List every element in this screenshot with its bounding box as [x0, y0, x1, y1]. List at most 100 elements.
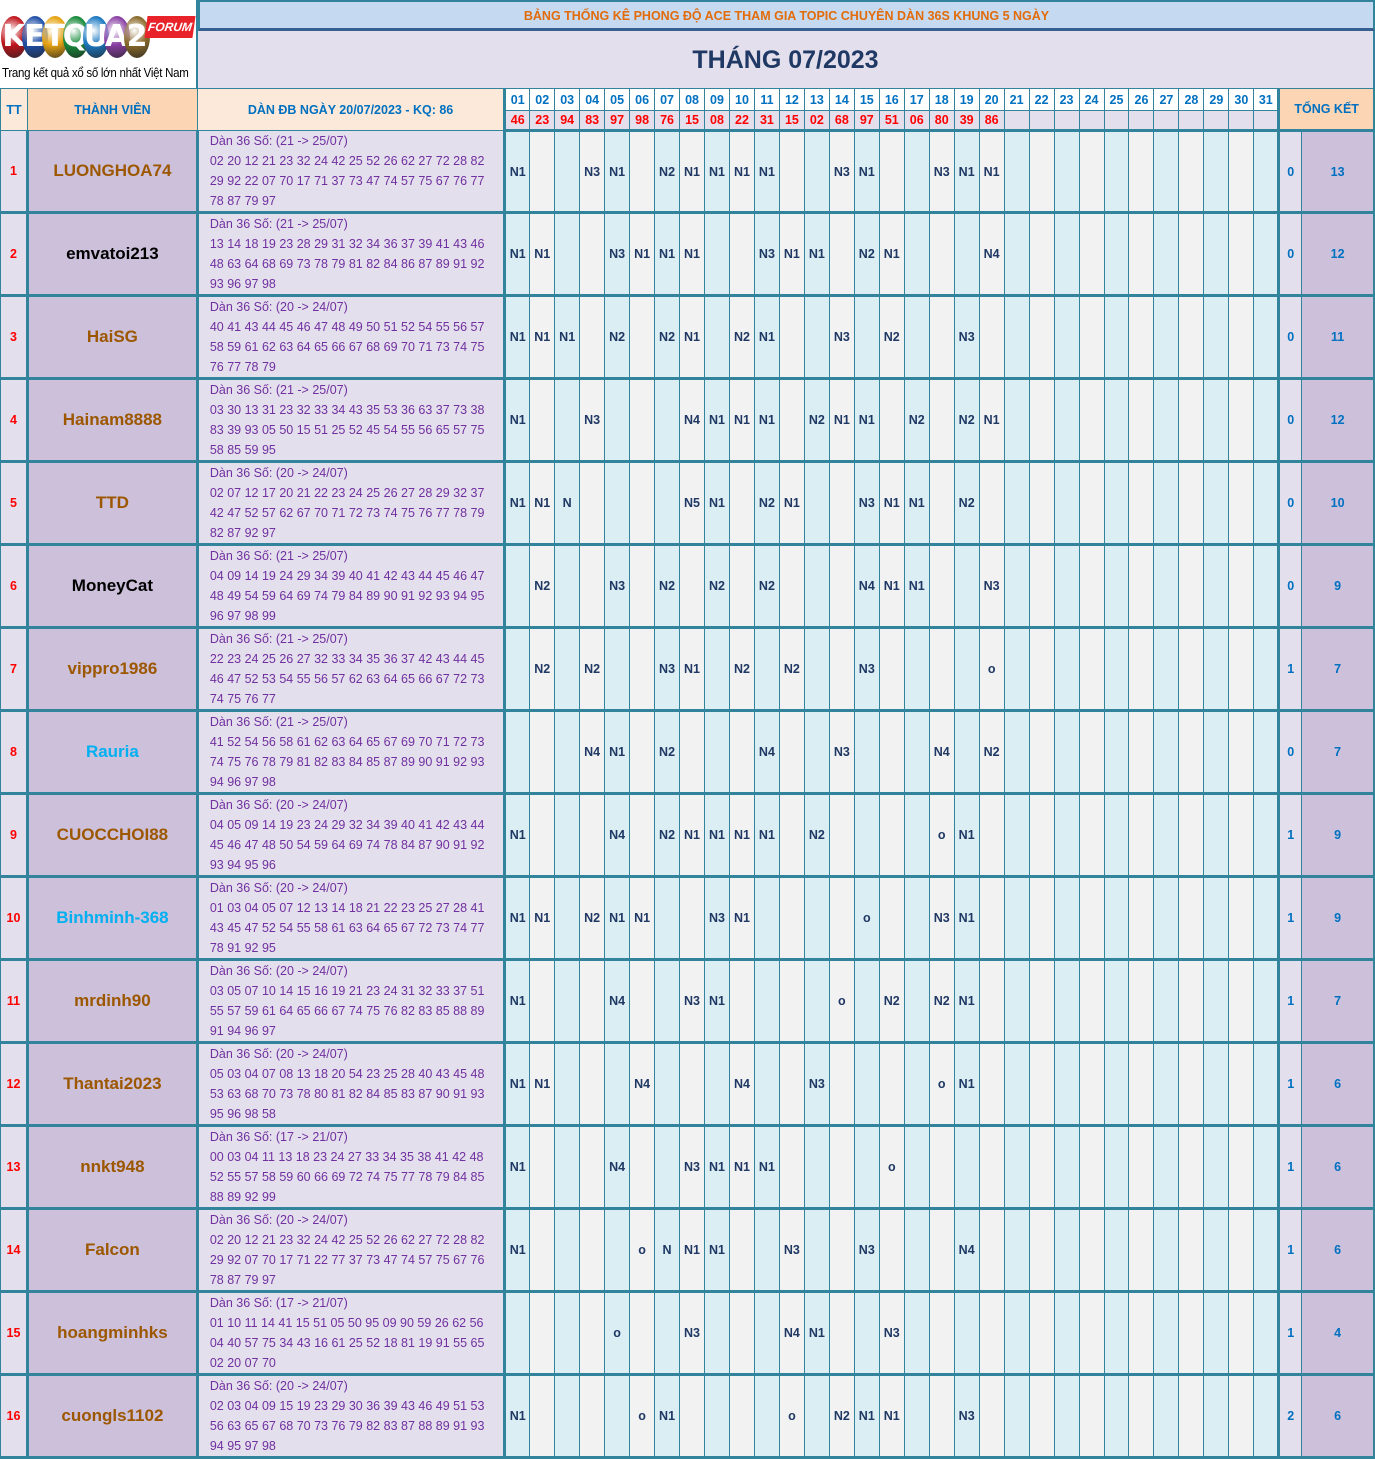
day-mark	[953, 212, 980, 297]
day-mark: N2	[953, 378, 980, 463]
day-mark	[803, 295, 830, 380]
dan-range: Dàn 36 Số: (20 -> 24/07)	[209, 1047, 348, 1061]
day-mark: o	[778, 1374, 805, 1459]
day-mark: o	[629, 1374, 656, 1459]
day-mark	[629, 461, 656, 546]
day-mark: N1	[529, 212, 556, 297]
day-mark	[1178, 710, 1205, 795]
day-mark	[1103, 876, 1130, 961]
stats-table: TT THÀNH VIÊN DÀN ĐB NGÀY 20/07/2023 - KQ:…	[0, 88, 1375, 1459]
day-mark	[1103, 461, 1130, 546]
day-mark	[579, 793, 606, 878]
day-mark: N1	[629, 212, 656, 297]
day-mark	[1203, 1125, 1230, 1210]
day-mark	[728, 461, 755, 546]
day-result	[1028, 110, 1055, 132]
day-result: 39	[953, 110, 980, 132]
day-mark: N2	[654, 710, 681, 795]
member-name[interactable]: cuongls1102	[26, 1374, 199, 1459]
day-mark	[728, 710, 755, 795]
member-name[interactable]: emvatoi213	[26, 212, 199, 297]
day-header: 20	[978, 88, 1005, 111]
day-mark	[1153, 212, 1180, 297]
day-mark	[554, 793, 581, 878]
day-mark: N4	[853, 544, 880, 629]
row-number: 5	[0, 461, 29, 546]
day-mark	[778, 1042, 805, 1127]
header-member: THÀNH VIÊN	[26, 88, 198, 131]
day-result: 97	[604, 110, 631, 132]
day-header: 17	[903, 88, 930, 111]
table-row: 7 vippro1986 Dàn 36 Số: (21 -> 25/07) 22 23…	[0, 627, 1375, 712]
month-title: THÁNG 07/2023	[198, 31, 1375, 88]
day-mark	[1028, 295, 1055, 380]
dan-range: Dàn 36 Số: (20 -> 24/07)	[209, 300, 348, 314]
day-mark	[654, 461, 681, 546]
miss-count: 2	[1277, 1374, 1303, 1459]
day-mark	[828, 876, 855, 961]
day-mark: N1	[803, 1291, 830, 1376]
dan-numbers-cell: Dàn 36 Số: (21 -> 25/07) 03 30 13 31 23 3…	[196, 378, 507, 463]
miss-count: 1	[1277, 793, 1303, 878]
day-mark	[1128, 959, 1155, 1044]
day-mark: N1	[878, 212, 905, 297]
member-name[interactable]: Rauria	[26, 710, 199, 795]
day-result: 06	[903, 110, 930, 132]
row-number: 9	[0, 793, 29, 878]
day-header: 19	[953, 88, 980, 111]
day-mark: N1	[604, 130, 631, 214]
member-name[interactable]: Thantai2023	[26, 1042, 199, 1127]
day-mark	[554, 959, 581, 1044]
member-name[interactable]: Hainam8888	[26, 378, 199, 463]
day-header: 27	[1153, 88, 1180, 111]
member-name[interactable]: LUONGHOA74	[26, 130, 199, 214]
member-name[interactable]: CUOCCHOI88	[26, 793, 199, 878]
member-name[interactable]: Binhminh-368	[26, 876, 199, 961]
member-name[interactable]: vippro1986	[26, 627, 199, 712]
day-mark: N3	[753, 212, 780, 297]
day-mark: N1	[853, 130, 880, 214]
member-name[interactable]: mrdinh90	[26, 959, 199, 1044]
day-mark	[679, 1042, 705, 1127]
day-mark	[1153, 627, 1180, 712]
day-header: 29	[1203, 88, 1230, 111]
member-name[interactable]: Falcon	[26, 1208, 199, 1293]
day-mark: N1	[853, 1374, 880, 1459]
day-mark	[903, 130, 930, 214]
member-name[interactable]: HaiSG	[26, 295, 199, 380]
day-mark	[1253, 378, 1280, 463]
day-mark	[1028, 130, 1055, 214]
day-mark	[1078, 1042, 1105, 1127]
day-mark	[853, 1291, 880, 1376]
day-mark	[1153, 378, 1180, 463]
member-name[interactable]: nnkt948	[26, 1125, 199, 1210]
dan-numbers-cell: Dàn 36 Số: (20 -> 24/07) 02 03 04 09 15 1…	[196, 1374, 507, 1459]
day-mark: N3	[828, 710, 855, 795]
hit-total: 6	[1301, 1125, 1375, 1210]
day-mark: N2	[579, 627, 606, 712]
member-name[interactable]: TTD	[26, 461, 199, 546]
day-mark	[1053, 876, 1080, 961]
day-mark	[803, 130, 830, 214]
table-row: 11 mrdinh90 Dàn 36 Số: (20 -> 24/07) 03 05 …	[0, 959, 1375, 1044]
dan-numbers-cell: Dàn 36 Số: (20 -> 24/07) 02 20 12 21 23 3…	[196, 1208, 507, 1293]
member-name[interactable]: hoangminhks	[26, 1291, 199, 1376]
day-mark: N1	[504, 1208, 531, 1293]
header-tt: TT	[0, 88, 28, 131]
day-header: 22	[1028, 88, 1055, 111]
day-mark	[1153, 1208, 1180, 1293]
member-name[interactable]: MoneyCat	[26, 544, 199, 629]
dan-numbers: 04 05 09 14 19 23 24 29 32 34 39 40 41 4…	[209, 818, 485, 872]
header-summary: TỔNG KẾT	[1277, 88, 1375, 132]
row-number: 10	[0, 876, 29, 961]
day-mark	[554, 130, 581, 214]
day-mark	[1178, 1208, 1205, 1293]
day-mark: N1	[953, 959, 980, 1044]
ketqua2-forum-logo[interactable]: K E T Q U A 2 FORUM Trang kết quả xổ số lớn nhất…	[0, 0, 198, 88]
logo-tagline: Trang kết quả xổ số lớn nhất Việt Nam	[2, 66, 189, 80]
day-mark	[803, 1374, 830, 1459]
day-mark	[654, 1125, 681, 1210]
day-mark: N1	[953, 876, 980, 961]
day-mark: N1	[978, 378, 1005, 463]
hit-total: 6	[1301, 1042, 1375, 1127]
